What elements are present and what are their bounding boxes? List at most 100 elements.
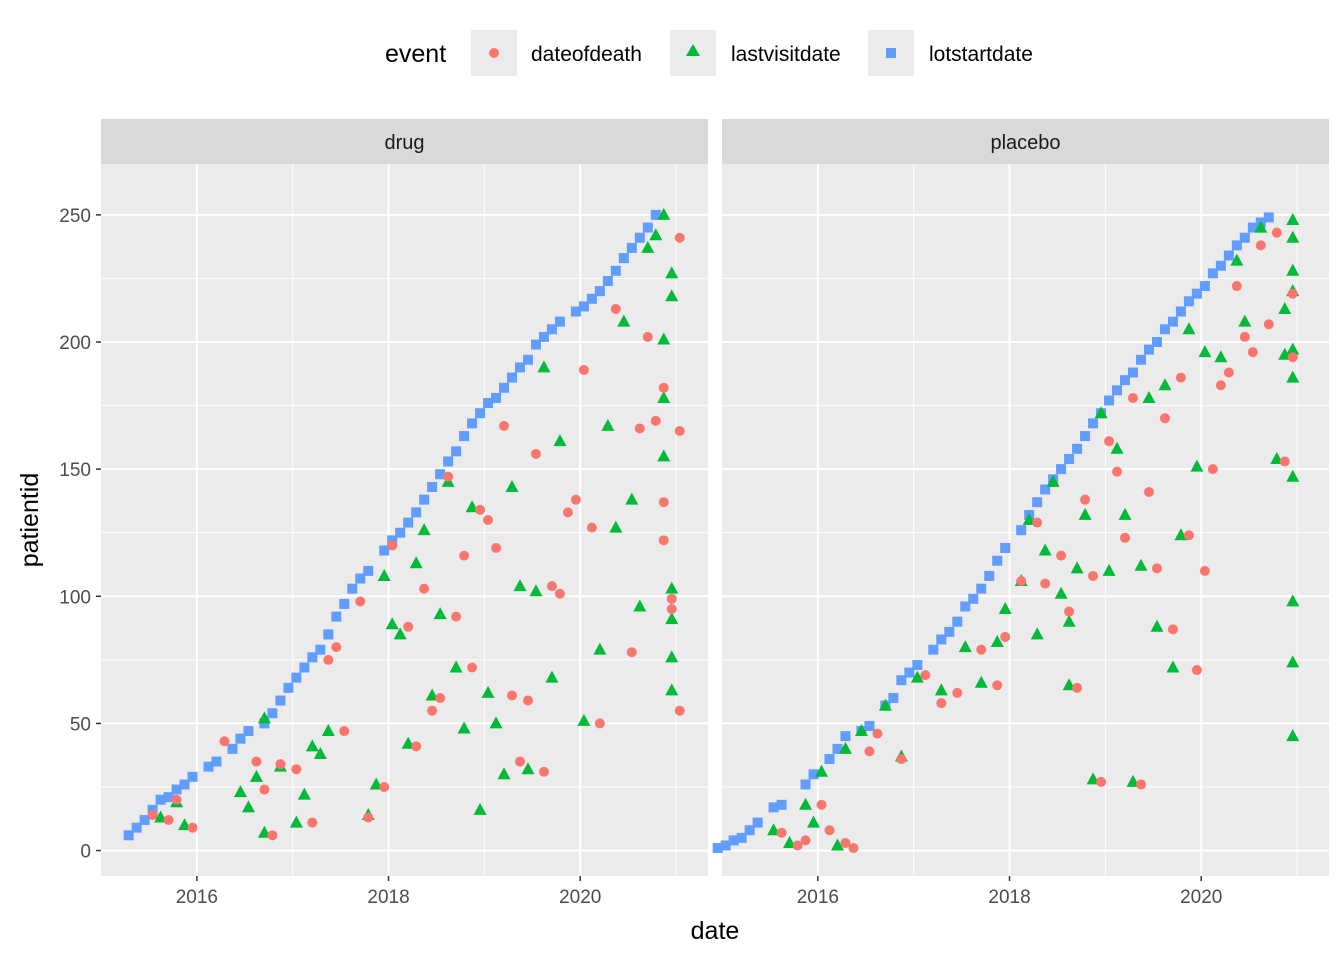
point-lastvisitdate [1094, 406, 1108, 419]
y-tick-label: 150 [59, 460, 91, 481]
point-lastvisitdate [1134, 558, 1148, 571]
point-dateofdeath [792, 840, 803, 851]
point-lastvisitdate [1118, 507, 1132, 520]
point-lotstartdate [832, 743, 843, 754]
point-dateofdeath [538, 766, 549, 777]
point-lastvisitdate [1182, 322, 1196, 335]
point-lastvisitdate [1286, 263, 1300, 276]
point-lotstartdate [291, 672, 302, 683]
point-lotstartdate [984, 570, 995, 581]
point-dateofdeath [499, 420, 510, 431]
point-dateofdeath [1128, 392, 1139, 403]
point-dateofdeath [1143, 487, 1154, 498]
point-lotstartdate [1207, 268, 1218, 279]
point-lastvisitdate [934, 683, 948, 696]
point-lastvisitdate [1286, 655, 1300, 668]
point-lotstartdate [1104, 395, 1115, 406]
point-dateofdeath [427, 705, 438, 716]
point-lastvisitdate [665, 289, 679, 302]
point-lotstartdate [163, 792, 174, 803]
y-tick-label: 250 [59, 206, 91, 227]
point-lastvisitdate [241, 800, 255, 813]
point-lotstartdate [992, 555, 1003, 566]
point-lastvisitdate [385, 617, 399, 630]
x-tick-label: 2020 [1180, 887, 1222, 908]
point-lotstartdate [522, 354, 533, 365]
point-lastvisitdate [657, 332, 671, 345]
point-lotstartdate [363, 565, 374, 576]
point-dateofdeath [1040, 578, 1051, 589]
point-lotstartdate [1064, 453, 1075, 464]
point-dateofdeath [1088, 570, 1099, 581]
point-lotstartdate [1151, 337, 1162, 347]
point-dateofdeath [1279, 456, 1290, 467]
point-lotstartdate [483, 398, 494, 409]
strip-label-drug: drug [384, 132, 424, 154]
point-lastvisitdate [657, 449, 671, 462]
point-lastvisitdate [593, 642, 607, 655]
point-lastvisitdate [1150, 619, 1164, 632]
point-dateofdeath [467, 662, 478, 673]
point-dateofdeath [840, 837, 851, 848]
point-lastvisitdate [1286, 370, 1300, 383]
point-lastvisitdate [377, 568, 391, 581]
point-dateofdeath [451, 611, 462, 622]
point-dateofdeath [419, 583, 430, 594]
point-lotstartdate [744, 825, 755, 836]
point-lotstartdate [808, 769, 819, 780]
point-lastvisitdate [1054, 586, 1068, 599]
point-lotstartdate [227, 743, 238, 754]
point-lastvisitdate [249, 769, 263, 782]
point-lotstartdate [610, 265, 621, 276]
legend: event dateofdeath lastvisitdate lotstart… [385, 30, 1033, 76]
point-lastvisitdate [807, 815, 821, 828]
point-lastvisitdate [1286, 230, 1300, 243]
point-lastvisitdate [305, 739, 319, 752]
point-lotstartdate [952, 616, 963, 627]
point-lotstartdate [928, 644, 939, 655]
point-dateofdeath [1072, 682, 1083, 693]
point-dateofdeath [1080, 494, 1091, 505]
point-lotstartdate [427, 481, 438, 492]
point-lotstartdate [307, 652, 318, 663]
point-lotstartdate [403, 517, 414, 528]
point-lastvisitdate [1238, 314, 1252, 327]
point-lotstartdate [530, 339, 541, 350]
point-dateofdeath [1032, 517, 1043, 528]
point-lastvisitdate [878, 698, 892, 711]
legend-label-lastvisitdate: lastvisitdate [731, 43, 841, 66]
point-lotstartdate [1072, 443, 1083, 454]
point-dateofdeath [848, 843, 859, 854]
point-lastvisitdate [1214, 350, 1228, 363]
point-lotstartdate [267, 708, 278, 719]
point-lastvisitdate [617, 314, 631, 327]
point-lotstartdate [507, 372, 518, 383]
point-lotstartdate [435, 469, 446, 480]
y-tick-label: 200 [59, 333, 91, 354]
point-lotstartdate [1000, 542, 1011, 553]
point-lastvisitdate [665, 612, 679, 625]
point-dateofdeath [1016, 576, 1027, 587]
point-lotstartdate [187, 771, 198, 782]
point-lastvisitdate [1166, 660, 1180, 673]
legend-label-dateofdeath: dateofdeath [531, 43, 642, 66]
point-lotstartdate [411, 507, 422, 518]
point-dateofdeath [219, 736, 230, 747]
point-dateofdeath [491, 542, 502, 553]
point-lastvisitdate [1174, 528, 1188, 541]
point-dateofdeath [1223, 367, 1234, 378]
point-lastvisitdate [657, 390, 671, 403]
point-lotstartdate [896, 675, 907, 686]
point-lotstartdate [1167, 316, 1178, 327]
point-lotstartdate [491, 392, 502, 403]
x-tick-label: 2018 [988, 887, 1030, 908]
point-lastvisitdate [1030, 627, 1044, 640]
point-dateofdeath [339, 726, 350, 737]
point-dateofdeath [1287, 288, 1298, 299]
point-lastvisitdate [1070, 561, 1084, 574]
point-lotstartdate [1112, 385, 1123, 396]
point-lastvisitdate [513, 579, 527, 592]
point-lastvisitdate [649, 228, 663, 241]
point-lotstartdate [347, 583, 358, 594]
point-lastvisitdate [1158, 378, 1172, 391]
